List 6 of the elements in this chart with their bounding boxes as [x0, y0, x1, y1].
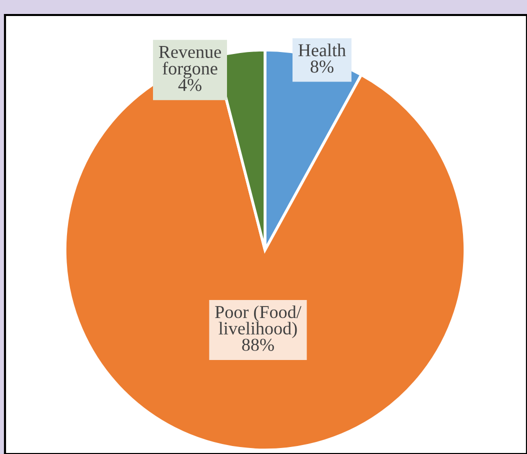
slice-label: Health: [298, 44, 346, 56]
slice-label: Poor (Food/ livelihood): [215, 305, 302, 338]
slice-label: Revenue forgone: [158, 46, 221, 78]
data-label: 88%: [242, 338, 274, 351]
data-label: 8%: [310, 60, 334, 73]
data-label: 4%: [178, 78, 202, 92]
